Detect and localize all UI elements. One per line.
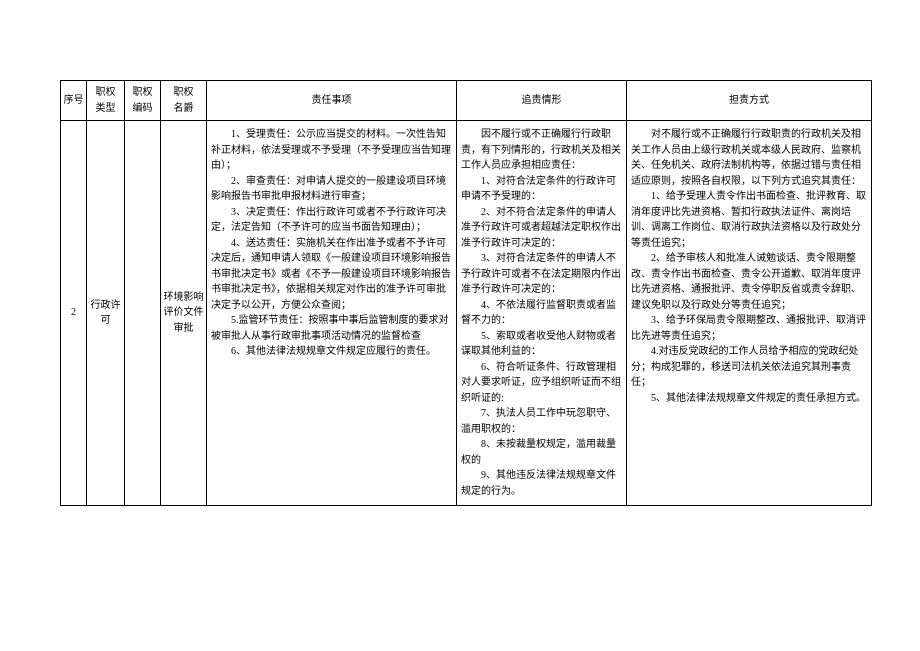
- cell-name: 环境影响评价文件审批: [161, 121, 207, 506]
- cell-seq: 2: [61, 121, 87, 506]
- way-item: 4.对违反党政纪的工作人员给予相应的党政纪处分；构成犯罪的，移送司法机关依法追究…: [631, 344, 867, 391]
- duty-item: 4、送达责任：实施机关在作出准予或者不予许可决定后，通知申请人领取《一般建设项目…: [211, 236, 452, 314]
- acc-item: 1、对符合法定条件的行政许可申请不予受理的：: [461, 174, 622, 205]
- cell-code: [125, 121, 161, 506]
- hdr-way: 担责方式: [627, 81, 872, 121]
- way-item: 3、给予环保局责令限期整改、通报批评、取消评比先进等责任追究；: [631, 313, 867, 344]
- authority-table: 序号 职权 类型 职权 编码 职权 名爵 责任事项 追责情形 担责方式 2 行政…: [60, 80, 872, 506]
- duty-item: 6、其他法律法规规章文件规定应履行的责任。: [211, 344, 452, 360]
- acc-item: 9、其他违反法律法规规章文件规定的行为。: [461, 468, 622, 499]
- hdr-seq: 序号: [61, 81, 87, 121]
- acc-item: 6、符合听证条件、行政管理相对人要求听证，应予组织听证而不组织听证的:: [461, 360, 622, 407]
- way-item: 5、其他法律法规规章文件规定的责任承担方式。: [631, 391, 867, 407]
- hdr-type: 职权 类型: [87, 81, 125, 121]
- acc-item: 4、不依法履行监督职责或者监督不力的：: [461, 298, 622, 329]
- way-item: 2、给予审核人和批准人诫勉谈话、责令限期整改、责令作出书面检查、责令公开道歉、取…: [631, 251, 867, 313]
- acc-item: 8、未按裁量权规定，滥用裁量权的: [461, 437, 622, 468]
- header-row: 序号 职权 类型 职权 编码 职权 名爵 责任事项 追责情形 担责方式: [61, 81, 872, 121]
- hdr-duty: 责任事项: [207, 81, 457, 121]
- duty-item: 5.监管环节责任：按照事中事后监管制度的要求对被审批人从事行政审批事项活动情况的…: [211, 313, 452, 344]
- hdr-acc: 追责情形: [457, 81, 627, 121]
- way-item: 对不履行或不正确履行行政职责的行政机关及相关工作人员由上级行政机关或本级人民政府…: [631, 127, 867, 189]
- duty-item: 2、审查责任：对申请人提交的一般建设项目环境影响报告书审批申报材料进行审查；: [211, 174, 452, 205]
- way-item: 1、给予受理人责令作出书面检查、批评教育、取消年度评比先进资格、暂扣行政执法证件…: [631, 189, 867, 251]
- cell-type: 行政许可: [87, 121, 125, 506]
- duty-item: 1、受理责任：公示应当提交的材料。一次性告知补正材料，依法受理或不予受理（不予受…: [211, 127, 452, 174]
- acc-item: 3、对符合法定条件的申请人不予行政许可或者不在法定期限内作出准予行政许可决定的：: [461, 251, 622, 298]
- hdr-code: 职权 编码: [125, 81, 161, 121]
- table-row: 2 行政许可 环境影响评价文件审批 1、受理责任：公示应当提交的材料。一次性告知…: [61, 121, 872, 506]
- acc-item: 7、执法人员工作中玩忽职守、滥用职权的：: [461, 406, 622, 437]
- acc-item: 5、索取或者收受他人财物或者谋取其他利益的：: [461, 329, 622, 360]
- hdr-name: 职权 名爵: [161, 81, 207, 121]
- cell-duty: 1、受理责任：公示应当提交的材料。一次性告知补正材料，依法受理或不予受理（不予受…: [207, 121, 457, 506]
- acc-item: 2、对不符合法定条件的申请人准予行政许可或者超越法定职权作出准予行政许可决定的：: [461, 205, 622, 252]
- cell-way: 对不履行或不正确履行行政职责的行政机关及相关工作人员由上级行政机关或本级人民政府…: [627, 121, 872, 506]
- cell-acc: 因不履行或不正确履行行政职责，有下列情形的，行政机关及相关工作人员应承担相应责任…: [457, 121, 627, 506]
- acc-item: 因不履行或不正确履行行政职责，有下列情形的，行政机关及相关工作人员应承担相应责任…: [461, 127, 622, 174]
- duty-item: 3、决定责任：作出行政许可或者不予行政许可决定，法定告知（不予许可的应当书面告知…: [211, 205, 452, 236]
